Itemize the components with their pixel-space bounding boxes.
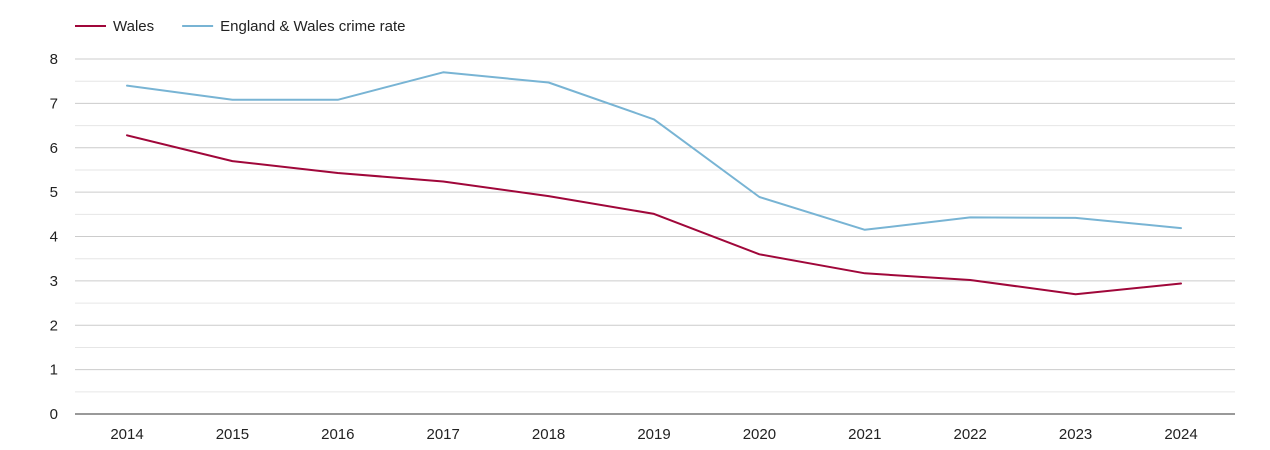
y-tick-label: 7 bbox=[50, 95, 58, 112]
x-tick-label: 2020 bbox=[743, 426, 776, 443]
legend-label-england-wales-crime-rate: England & Wales crime rate bbox=[220, 18, 405, 35]
legend-label-wales: Wales bbox=[113, 18, 154, 35]
legend: Wales England & Wales crime rate bbox=[75, 18, 405, 35]
series-line-england-wales-crime-rate bbox=[126, 71, 1182, 231]
x-tick-label: 2017 bbox=[427, 426, 460, 443]
x-tick-label: 2023 bbox=[1059, 426, 1092, 443]
y-tick-label: 5 bbox=[50, 184, 58, 201]
y-tick-label: 3 bbox=[50, 273, 58, 290]
y-tick-label: 0 bbox=[50, 406, 58, 423]
series bbox=[126, 71, 1182, 296]
y-tick-label: 2 bbox=[50, 317, 58, 334]
x-tick-label: 2016 bbox=[321, 426, 354, 443]
y-tick-label: 6 bbox=[50, 140, 58, 157]
y-tick-label: 1 bbox=[50, 362, 58, 379]
x-tick-label: 2024 bbox=[1164, 426, 1197, 443]
y-tick-label: 4 bbox=[50, 229, 58, 246]
axes: 0 1 2 3 4 5 6 7 8 2014 2015 2016 2017 2018 2019 2020 202… bbox=[50, 51, 1235, 443]
x-tick-label: 2021 bbox=[848, 426, 881, 443]
series-line-wales bbox=[126, 134, 1182, 296]
x-tick-label: 2022 bbox=[954, 426, 987, 443]
x-tick-label: 2019 bbox=[637, 426, 670, 443]
x-tick-label: 2014 bbox=[110, 426, 143, 443]
x-tick-label: 2015 bbox=[216, 426, 249, 443]
grid bbox=[75, 58, 1235, 393]
y-tick-label: 8 bbox=[50, 51, 58, 68]
x-tick-label: 2018 bbox=[532, 426, 565, 443]
